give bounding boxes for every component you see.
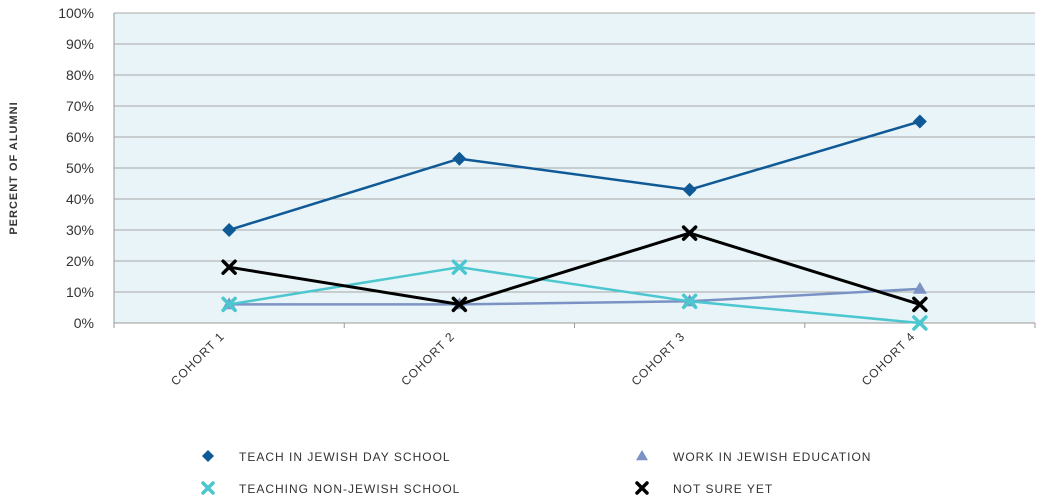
y-tick-label: 30%	[66, 222, 94, 238]
y-tick-label: 0%	[74, 315, 94, 331]
series-layer	[221, 114, 928, 331]
legend: TEACH IN JEWISH DAY SCHOOL WORK IN JEWISH…	[201, 450, 871, 496]
y-tick-label: 70%	[66, 98, 94, 114]
x-marker	[912, 315, 928, 331]
y-tick-label: 50%	[66, 160, 94, 176]
x-marker	[681, 225, 698, 241]
x-category-labels: COHORT 1 COHORT 2 COHORT 3 COHORT 4	[168, 329, 918, 388]
legend-item: TEACHING NON-JEWISH SCHOOL	[201, 481, 460, 496]
diamond-marker	[682, 182, 697, 197]
legend-item: NOT SURE YET	[635, 481, 773, 496]
diamond-marker	[202, 450, 214, 462]
legend-label: TEACH IN JEWISH DAY SCHOOL	[239, 450, 451, 464]
diamond-marker	[452, 151, 467, 166]
legend-label: TEACHING NON-JEWISH SCHOOL	[239, 482, 460, 496]
triangle-marker	[912, 281, 927, 294]
legend-item: WORK IN JEWISH EDUCATION	[636, 450, 871, 464]
y-tick-label: 90%	[66, 36, 94, 52]
x-marker	[912, 296, 928, 313]
x-marker	[221, 259, 237, 275]
y-axis-title: PERCENT OF ALUMNI	[8, 101, 20, 234]
x-marker	[451, 296, 468, 313]
x-category-label: COHORT 3	[629, 329, 688, 388]
y-tick-label: 20%	[66, 253, 94, 269]
series-line	[228, 120, 921, 232]
series-line	[228, 231, 921, 306]
x-category-label: COHORT 4	[859, 329, 918, 388]
diamond-marker	[912, 114, 927, 129]
diamond-marker	[222, 223, 237, 237]
y-tick-label: 80%	[66, 67, 94, 83]
x-marker	[681, 293, 698, 310]
x-category-label: COHORT 2	[398, 329, 457, 388]
x-marker	[221, 296, 237, 313]
triangle-marker	[636, 450, 648, 461]
x-marker	[201, 481, 215, 495]
gridlines	[113, 12, 1036, 328]
y-tick-labels: 0% 10% 20% 30% 40% 50% 60% 70% 80% 90% 100%	[58, 5, 94, 331]
x-marker	[635, 481, 649, 495]
y-tick-label: 10%	[66, 284, 94, 300]
x-category-label: COHORT 1	[168, 329, 227, 388]
y-tick-label: 100%	[58, 5, 94, 21]
y-tick-label: 40%	[66, 191, 94, 207]
legend-label: WORK IN JEWISH EDUCATION	[673, 450, 871, 464]
series-4	[221, 225, 928, 313]
x-marker	[451, 259, 468, 275]
series-1	[222, 114, 927, 237]
legend-label: NOT SURE YET	[673, 482, 773, 496]
y-tick-label: 60%	[66, 129, 94, 145]
legend-item: TEACH IN JEWISH DAY SCHOOL	[202, 450, 451, 464]
series-line	[229, 287, 920, 306]
